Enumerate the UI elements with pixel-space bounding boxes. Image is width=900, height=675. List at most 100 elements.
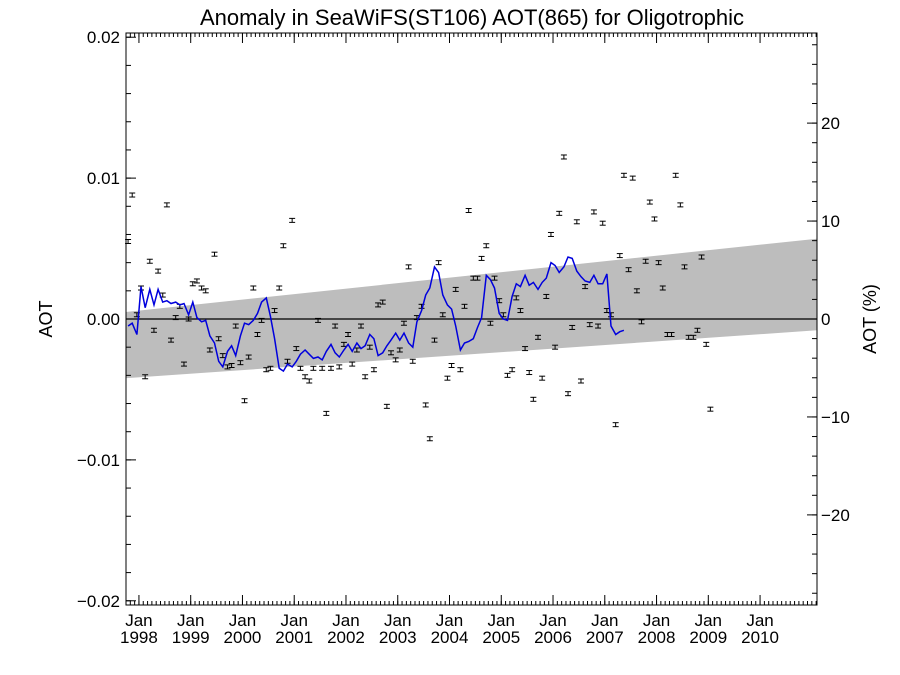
monthly-point xyxy=(224,364,231,370)
monthly-point xyxy=(426,436,433,442)
monthly-point xyxy=(193,278,200,284)
monthly-point xyxy=(439,312,446,318)
x-tick-year-label: 2008 xyxy=(638,628,676,647)
monthly-point xyxy=(271,308,278,314)
monthly-point xyxy=(556,210,563,216)
monthly-point xyxy=(263,367,270,373)
monthly-point xyxy=(625,267,632,273)
monthly-point xyxy=(155,268,162,274)
chart-title: Anomaly in SeaWiFS(ST106) AOT(865) for O… xyxy=(200,5,744,30)
monthly-point xyxy=(228,362,235,368)
x-tick-month-label: Jan xyxy=(746,611,773,630)
x-tick-year-label: 2000 xyxy=(224,628,262,647)
monthly-point xyxy=(232,323,239,329)
x-tick-year-label: 2004 xyxy=(431,628,469,647)
monthly-point xyxy=(522,346,529,352)
x-tick-year-label: 2006 xyxy=(534,628,572,647)
x-tick-year-label: 1998 xyxy=(120,628,158,647)
x-tick-year-label: 2010 xyxy=(741,628,779,647)
monthly-point xyxy=(319,365,326,371)
x-tick-month-label: Jan xyxy=(229,611,256,630)
monthly-point xyxy=(530,396,537,402)
monthly-point xyxy=(202,288,209,294)
monthly-point xyxy=(707,406,714,412)
monthly-point xyxy=(276,285,283,291)
x-tick-year-label: 2003 xyxy=(379,628,417,647)
monthly-point xyxy=(366,344,373,350)
y2-tick-label: −20 xyxy=(821,506,850,525)
monthly-point xyxy=(491,275,498,281)
monthly-point xyxy=(638,319,645,325)
x-tick-year-label: 2002 xyxy=(327,628,365,647)
x-tick-year-label: 1999 xyxy=(172,628,210,647)
monthly-point xyxy=(535,334,542,340)
monthly-point xyxy=(487,320,494,326)
monthly-point xyxy=(677,202,684,208)
y-tick-label: −0.02 xyxy=(77,592,120,611)
monthly-point xyxy=(219,353,226,359)
monthly-point xyxy=(599,220,606,226)
monthly-point xyxy=(560,154,567,160)
monthly-point xyxy=(310,365,317,371)
monthly-point xyxy=(504,372,511,378)
monthly-point xyxy=(646,199,653,205)
monthly-point xyxy=(633,288,640,294)
monthly-point xyxy=(539,375,546,381)
monthly-point xyxy=(672,172,679,178)
monthly-point xyxy=(517,308,524,314)
monthly-point xyxy=(543,293,550,299)
monthly-point xyxy=(146,258,153,264)
monthly-point xyxy=(129,192,136,198)
monthly-point xyxy=(206,347,213,353)
y2-tick-label: 20 xyxy=(821,114,840,133)
monthly-point xyxy=(612,422,619,428)
trend-band xyxy=(126,238,817,379)
monthly-point xyxy=(435,260,442,266)
y2-tick-label: 0 xyxy=(821,310,830,329)
monthly-point xyxy=(293,346,300,352)
monthly-point xyxy=(474,275,481,281)
x-tick-month-label: Jan xyxy=(177,611,204,630)
monthly-point xyxy=(396,347,403,353)
monthly-point xyxy=(595,323,602,329)
x-tick-year-label: 2009 xyxy=(689,628,727,647)
monthly-point xyxy=(362,374,369,380)
monthly-point xyxy=(142,374,149,380)
monthly-point xyxy=(461,303,468,309)
monthly-point xyxy=(150,327,157,333)
monthly-point xyxy=(185,316,192,322)
monthly-point xyxy=(254,331,261,337)
x-tick-year-label: 2001 xyxy=(275,628,313,647)
monthly-point xyxy=(422,402,429,408)
monthly-point xyxy=(586,322,593,328)
monthly-point xyxy=(315,317,322,323)
monthly-point xyxy=(431,337,438,343)
monthly-point xyxy=(668,331,675,337)
monthly-point xyxy=(345,331,352,337)
y-tick-label: −0.01 xyxy=(77,451,120,470)
monthly-point xyxy=(375,302,382,308)
smoothed-series-layer xyxy=(127,256,625,373)
monthly-point xyxy=(168,337,175,343)
monthly-point xyxy=(582,284,589,290)
monthly-point xyxy=(327,365,334,371)
x-tick-month-label: Jan xyxy=(539,611,566,630)
monthly-point xyxy=(357,323,364,329)
y-tick-label: 0.02 xyxy=(87,28,120,47)
monthly-point xyxy=(215,336,222,342)
monthly-point xyxy=(478,255,485,261)
monthly-point xyxy=(349,361,356,367)
monthly-point xyxy=(690,334,697,340)
monthly-point xyxy=(379,299,386,305)
monthly-point xyxy=(509,367,516,373)
ticks-layer xyxy=(125,33,817,605)
monthly-point xyxy=(250,285,257,291)
monthly-point xyxy=(452,286,459,292)
monthly-point xyxy=(241,398,248,404)
x-tick-month-label: Jan xyxy=(125,611,152,630)
x-tick-year-label: 2007 xyxy=(586,628,624,647)
monthly-point xyxy=(280,243,287,249)
monthly-point xyxy=(392,357,399,363)
monthly-point xyxy=(383,403,390,409)
